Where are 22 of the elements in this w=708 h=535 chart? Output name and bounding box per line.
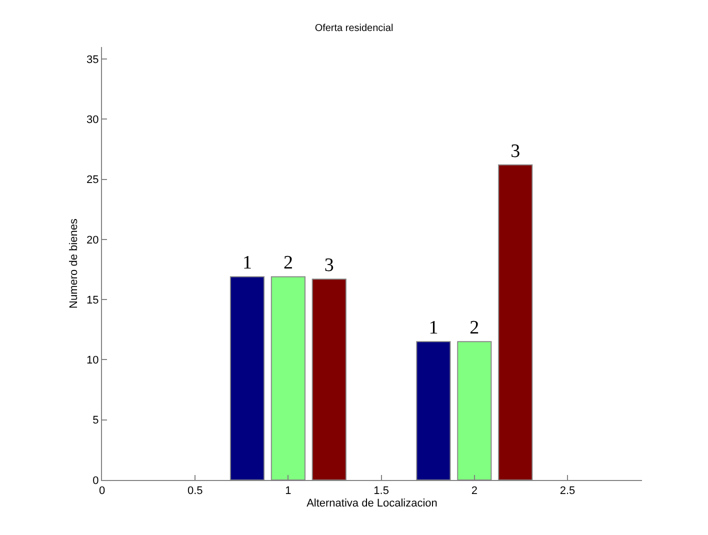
x-tick-label: 1: [285, 485, 292, 498]
series-label: 2: [283, 252, 293, 274]
y-tick-label: 0: [92, 474, 99, 487]
x-axis-title: Alternativa de Localizacion: [306, 497, 438, 510]
x-tick-label: 0.5: [187, 485, 203, 498]
chart-title: Oferta residencial: [314, 23, 394, 34]
y-axis-title: Numero de bienes: [68, 218, 80, 308]
y-tick-label: 35: [86, 54, 99, 66]
text: 1: [428, 318, 438, 339]
y-tick-label: 20: [86, 234, 99, 246]
y-tick-label: 15: [86, 294, 99, 306]
y-tick-label: 5: [92, 414, 99, 427]
y-tick-label: 10: [86, 354, 99, 367]
y-tick-label: 25: [86, 174, 99, 186]
text: 3: [510, 140, 520, 162]
series-label: 3: [324, 255, 334, 276]
x-tick-label: 2: [471, 485, 478, 498]
x-tick-label: 1.5: [374, 485, 389, 498]
series-label: 1: [242, 252, 252, 274]
y-tick-label: 30: [86, 114, 99, 126]
text: 2: [470, 318, 480, 339]
x-tick-label: 2.5: [560, 485, 576, 498]
